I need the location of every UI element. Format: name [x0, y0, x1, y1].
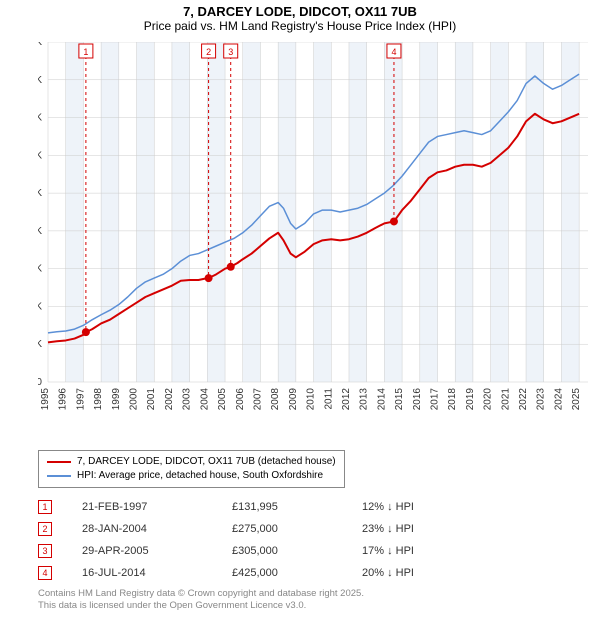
table-row: 1 21-FEB-1997 £131,995 12% ↓ HPI [38, 496, 482, 518]
svg-text:1998: 1998 [93, 388, 104, 411]
price-chart: £0 £100K £200K £300K £400K £500K £600K £700K £80… [38, 42, 590, 412]
svg-text:3: 3 [228, 47, 233, 57]
legend-label-hpi: HPI: Average price, detached house, Sout… [77, 469, 323, 483]
svg-text:£300K: £300K [38, 264, 42, 275]
svg-text:2007: 2007 [252, 388, 263, 411]
svg-text:£700K: £700K [38, 113, 42, 124]
marker-badge-4: 4 [38, 566, 52, 580]
svg-text:2025: 2025 [571, 388, 582, 411]
svg-text:2006: 2006 [235, 388, 246, 411]
chart-container: 7, DARCEY LODE, DIDCOT, OX11 7UB Price p… [0, 0, 600, 620]
marker-price: £275,000 [232, 523, 362, 535]
svg-text:2024: 2024 [553, 388, 564, 411]
svg-text:4: 4 [391, 47, 396, 57]
svg-text:2022: 2022 [518, 388, 529, 411]
marker-badge-3: 3 [38, 544, 52, 558]
title-subtitle: Price paid vs. HM Land Registry's House … [0, 19, 600, 33]
marker-price: £425,000 [232, 567, 362, 579]
svg-text:£400K: £400K [38, 226, 42, 237]
table-row: 3 29-APR-2005 £305,000 17% ↓ HPI [38, 540, 482, 562]
attribution-line2: This data is licensed under the Open Gov… [38, 600, 364, 612]
attribution: Contains HM Land Registry data © Crown c… [38, 588, 364, 612]
svg-text:£500K: £500K [38, 188, 42, 199]
title-address: 7, DARCEY LODE, DIDCOT, OX11 7UB [0, 4, 600, 19]
marker-date: 16-JUL-2014 [82, 567, 232, 579]
svg-text:2: 2 [206, 47, 211, 57]
svg-text:2017: 2017 [430, 388, 441, 411]
sale-marker-table: 1 21-FEB-1997 £131,995 12% ↓ HPI 2 28-JA… [38, 496, 482, 584]
marker-delta: 12% ↓ HPI [362, 501, 482, 513]
marker-date: 21-FEB-1997 [82, 501, 232, 513]
svg-text:£0: £0 [38, 377, 42, 388]
svg-text:2014: 2014 [376, 388, 387, 411]
marker-badge-1: 1 [38, 500, 52, 514]
svg-text:2013: 2013 [359, 388, 370, 411]
svg-text:1996: 1996 [58, 388, 69, 411]
svg-text:1999: 1999 [111, 388, 122, 411]
legend-item-property: 7, DARCEY LODE, DIDCOT, OX11 7UB (detach… [47, 455, 336, 469]
legend: 7, DARCEY LODE, DIDCOT, OX11 7UB (detach… [38, 450, 345, 488]
svg-text:1: 1 [83, 47, 88, 57]
svg-text:2019: 2019 [465, 388, 476, 411]
svg-text:1995: 1995 [40, 388, 51, 411]
legend-swatch-hpi [47, 475, 71, 477]
svg-text:£200K: £200K [38, 301, 42, 312]
svg-text:2016: 2016 [412, 388, 423, 411]
svg-text:2012: 2012 [341, 388, 352, 411]
svg-text:2018: 2018 [447, 388, 458, 411]
attribution-line1: Contains HM Land Registry data © Crown c… [38, 588, 364, 600]
svg-text:2004: 2004 [199, 388, 210, 411]
svg-text:2010: 2010 [306, 388, 317, 411]
marker-date: 28-JAN-2004 [82, 523, 232, 535]
svg-text:2015: 2015 [394, 388, 405, 411]
svg-text:2005: 2005 [217, 388, 228, 411]
svg-text:2008: 2008 [270, 388, 281, 411]
svg-text:2023: 2023 [536, 388, 547, 411]
svg-text:2003: 2003 [182, 388, 193, 411]
svg-text:2021: 2021 [500, 388, 511, 411]
marker-delta: 17% ↓ HPI [362, 545, 482, 557]
svg-text:£800K: £800K [38, 75, 42, 86]
svg-text:2000: 2000 [129, 388, 140, 411]
title-block: 7, DARCEY LODE, DIDCOT, OX11 7UB Price p… [0, 0, 600, 35]
svg-text:2020: 2020 [483, 388, 494, 411]
table-row: 2 28-JAN-2004 £275,000 23% ↓ HPI [38, 518, 482, 540]
marker-date: 29-APR-2005 [82, 545, 232, 557]
svg-text:2002: 2002 [164, 388, 175, 411]
marker-delta: 23% ↓ HPI [362, 523, 482, 535]
svg-text:2009: 2009 [288, 388, 299, 411]
svg-text:1997: 1997 [75, 388, 86, 411]
chart-area: £0 £100K £200K £300K £400K £500K £600K £700K £80… [38, 42, 590, 412]
svg-text:£900K: £900K [38, 42, 42, 48]
marker-price: £305,000 [232, 545, 362, 557]
legend-label-property: 7, DARCEY LODE, DIDCOT, OX11 7UB (detach… [77, 455, 336, 469]
marker-price: £131,995 [232, 501, 362, 513]
svg-text:2011: 2011 [323, 388, 334, 410]
table-row: 4 16-JUL-2014 £425,000 20% ↓ HPI [38, 562, 482, 584]
marker-delta: 20% ↓ HPI [362, 567, 482, 579]
svg-text:£600K: £600K [38, 150, 42, 161]
legend-item-hpi: HPI: Average price, detached house, Sout… [47, 469, 336, 483]
marker-badge-2: 2 [38, 522, 52, 536]
svg-text:£100K: £100K [38, 339, 42, 350]
svg-text:2001: 2001 [146, 388, 157, 411]
legend-swatch-property [47, 461, 71, 463]
